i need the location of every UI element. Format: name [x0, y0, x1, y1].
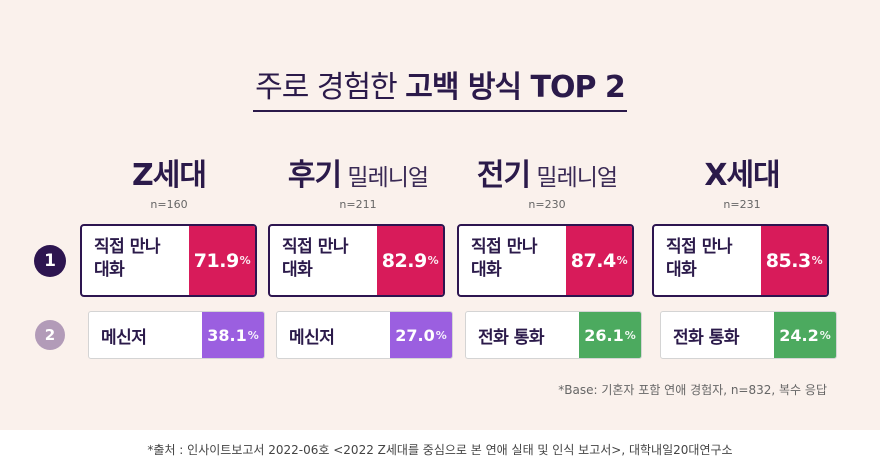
- generation-name: X세대: [704, 158, 780, 193]
- top1-value: 71.9%: [189, 226, 255, 295]
- top1-label: 직접 만나 대화: [94, 237, 160, 280]
- top2-value: 26.1%: [579, 312, 641, 358]
- top2-label: 메신저: [289, 327, 335, 348]
- rank-2-badge: 2: [35, 320, 65, 350]
- title-bold: 고백 방식 TOP 2: [405, 70, 626, 105]
- top1-card-x: 직접 만나 대화 85.3%: [652, 224, 829, 297]
- top1-card-early-millennial: 직접 만나 대화 87.4%: [457, 224, 634, 297]
- top2-card-late-millennial: 메신저 27.0%: [276, 311, 453, 359]
- generation-sample-size: n=160: [150, 198, 188, 211]
- top2-label: 메신저: [101, 327, 147, 348]
- title-light: 주로 경험한: [255, 70, 406, 105]
- top2-value: 38.1%: [202, 312, 264, 358]
- top2-card-z: 메신저 38.1%: [88, 311, 265, 359]
- generation-name: Z세대: [132, 158, 207, 193]
- top2-value: 27.0%: [390, 312, 452, 358]
- page-title: 주로 경험한 고백 방식 TOP 2: [0, 62, 880, 112]
- source-footer: *출처 : 인사이트보고서 2022-06호 <2022 Z세대를 중심으로 본…: [0, 430, 880, 470]
- generation-header-z: Z세대 n=160: [74, 158, 264, 211]
- generation-sample-size: n=211: [339, 198, 377, 211]
- top1-card-late-millennial: 직접 만나 대화 82.9%: [268, 224, 445, 297]
- top1-label: 직접 만나 대화: [471, 237, 537, 280]
- generation-header-early-millennial: 전기 밀레니얼 n=230: [452, 158, 642, 211]
- top1-value: 82.9%: [377, 226, 443, 295]
- top1-label: 직접 만나 대화: [282, 237, 348, 280]
- top2-value: 24.2%: [774, 312, 836, 358]
- top2-label: 전화 통화: [673, 327, 739, 348]
- generation-header-late-millennial: 후기 밀레니얼 n=211: [263, 158, 453, 211]
- top2-label: 전화 통화: [478, 327, 544, 348]
- base-note: *Base: 기혼자 포함 연애 경험자, n=832, 복수 응답: [558, 383, 827, 397]
- generation-header-x: X세대 n=231: [647, 158, 837, 211]
- top2-card-early-millennial: 전화 통화 26.1%: [465, 311, 642, 359]
- generation-sample-size: n=231: [723, 198, 761, 211]
- top2-card-x: 전화 통화 24.2%: [660, 311, 837, 359]
- top1-value: 85.3%: [761, 226, 827, 295]
- top1-card-z: 직접 만나 대화 71.9%: [80, 224, 257, 297]
- generation-name: 전기 밀레니얼: [476, 158, 618, 193]
- generation-name: 후기 밀레니얼: [287, 158, 429, 193]
- top1-label: 직접 만나 대화: [666, 237, 732, 280]
- title-underline: 주로 경험한 고백 방식 TOP 2: [253, 62, 627, 112]
- top1-value: 87.4%: [566, 226, 632, 295]
- generation-sample-size: n=230: [528, 198, 566, 211]
- rank-1-badge: 1: [34, 245, 66, 277]
